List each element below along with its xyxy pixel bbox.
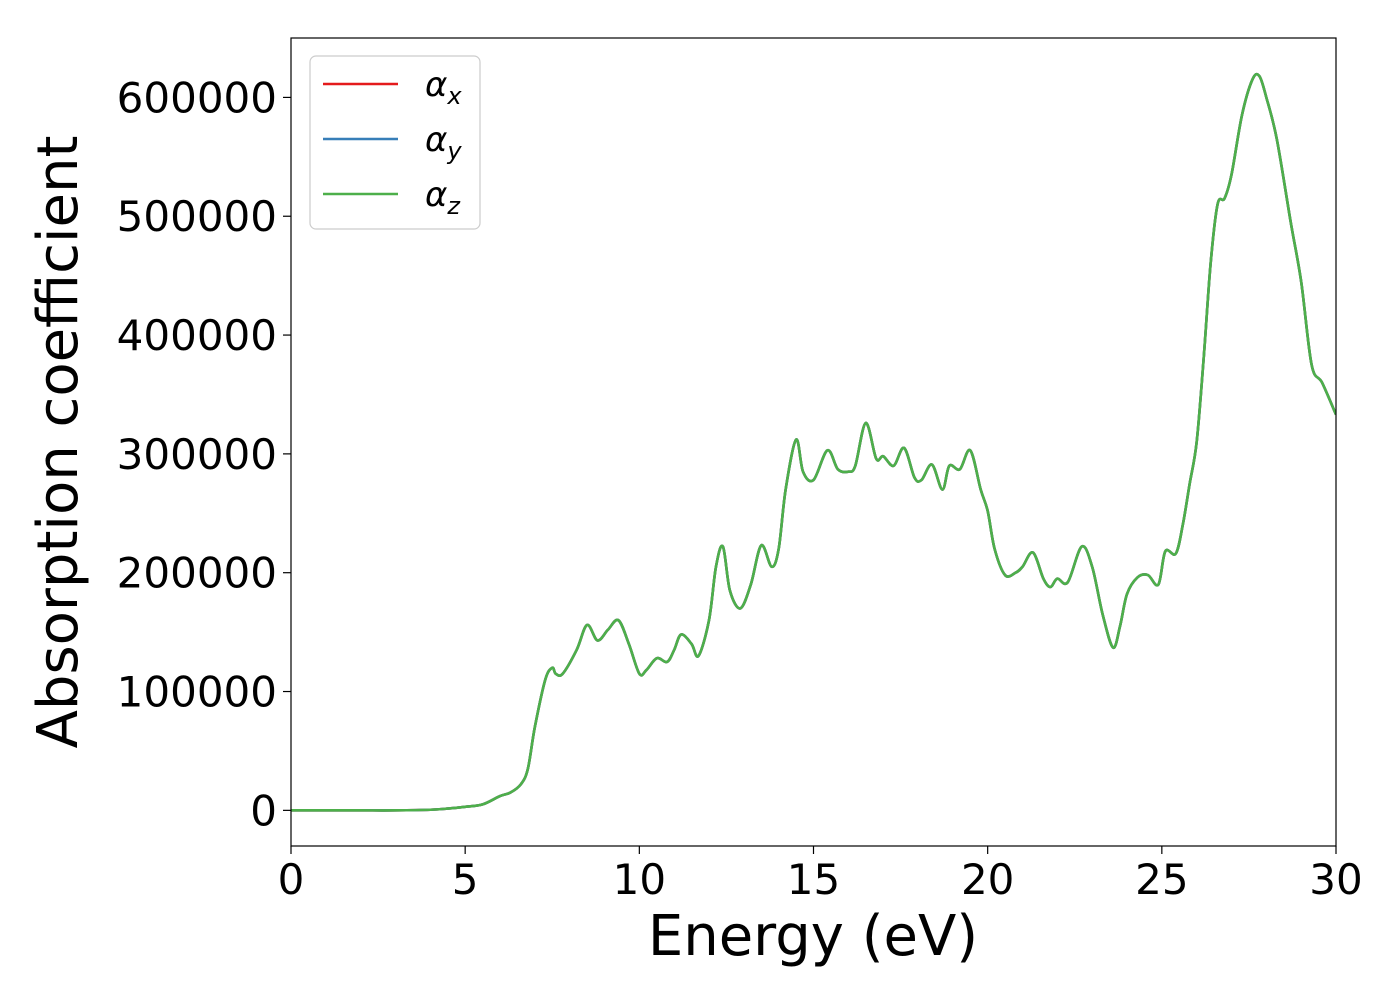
y-tick-label: 400000 bbox=[117, 311, 277, 360]
y-tick-label: 500000 bbox=[117, 192, 277, 241]
legend-label-x: αx bbox=[425, 65, 462, 110]
x-tick-label: 5 bbox=[452, 855, 479, 904]
y-tick-label: 300000 bbox=[117, 430, 277, 479]
y-tick-label: 0 bbox=[250, 786, 277, 835]
y-tick-label: 100000 bbox=[117, 668, 277, 717]
x-tick-label: 15 bbox=[787, 855, 840, 904]
legend: αx αy αz bbox=[309, 55, 481, 230]
x-tick-label: 10 bbox=[613, 855, 666, 904]
x-tick-label: 25 bbox=[1135, 855, 1188, 904]
legend-box bbox=[309, 55, 481, 230]
y-axis-label: Absorption coefficient bbox=[26, 136, 91, 749]
series-line-z bbox=[291, 72, 1336, 812]
x-axis: 0 5 10 15 20 25 30 bbox=[278, 846, 1363, 904]
y-axis: 0 100000 200000 300000 400000 500000 600000 bbox=[117, 73, 291, 835]
x-tick-label: 30 bbox=[1309, 855, 1362, 904]
y-tick-label: 200000 bbox=[117, 549, 277, 598]
legend-label-y: αy bbox=[425, 120, 462, 165]
legend-label-z: αz bbox=[425, 175, 461, 220]
y-tick-label: 600000 bbox=[117, 73, 277, 122]
x-tick-label: 0 bbox=[278, 855, 305, 904]
x-axis-label: Energy (eV) bbox=[648, 904, 978, 969]
x-tick-label: 20 bbox=[961, 855, 1014, 904]
